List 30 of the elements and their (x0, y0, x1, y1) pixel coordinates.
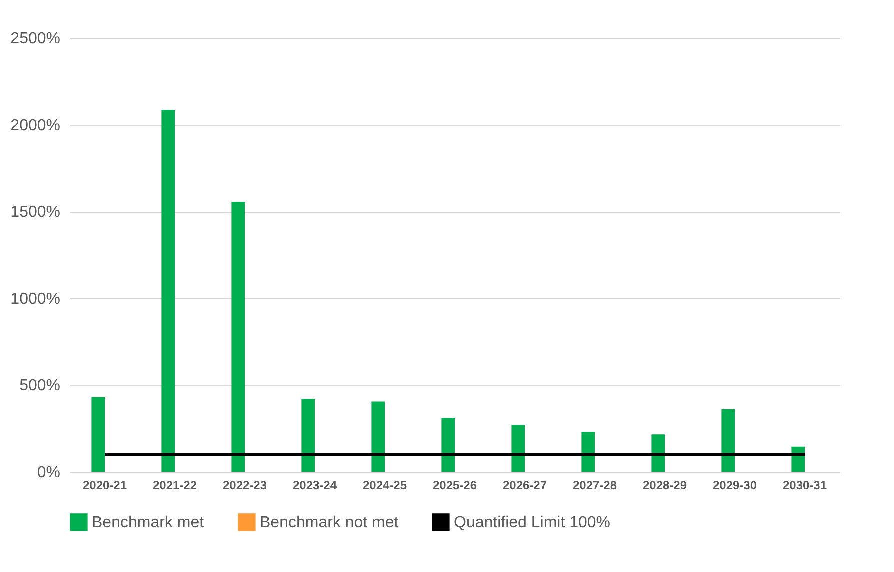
x-tick-label: 2029-30 (712, 478, 758, 492)
y-tick-label: 2000% (10, 117, 60, 134)
bar (652, 434, 665, 472)
x-tick-label: 2030-31 (782, 478, 828, 492)
x-tick-label: 2021-22 (152, 478, 198, 492)
bar (722, 410, 735, 472)
x-tick-label: 2024-25 (362, 478, 408, 492)
y-tick-label: 1500% (10, 204, 60, 222)
bar (372, 402, 385, 472)
y-tick-label: 1000% (10, 290, 60, 308)
x-tick-label: 2026-27 (502, 478, 548, 492)
x-tick-label: 2020-21 (82, 478, 128, 492)
x-tick-label: 2025-26 (432, 478, 478, 492)
bar (92, 397, 105, 472)
bar (232, 202, 245, 472)
bar (512, 425, 525, 472)
legend-label: Benchmark met (92, 514, 205, 532)
x-tick-label: 2028-29 (642, 478, 688, 492)
legend-label: Quantified Limit 100% (454, 514, 611, 532)
legend-label: Benchmark not met (260, 514, 400, 532)
bar (442, 418, 455, 472)
x-tick-label: 2027-28 (572, 478, 618, 492)
y-tick-label: 0% (37, 464, 60, 482)
bar (162, 110, 175, 472)
x-tick-label: 2023-24 (292, 478, 338, 492)
x-tick-label: 2022-23 (222, 478, 268, 492)
bar (582, 432, 595, 472)
bar (302, 399, 315, 472)
y-tick-label: 2500% (10, 30, 60, 48)
y-tick-label: 500% (20, 378, 60, 395)
